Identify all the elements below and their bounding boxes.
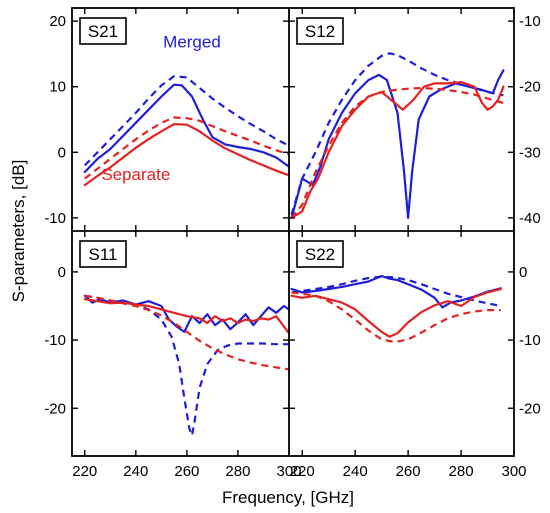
y-tick-label-left: 0 [58, 144, 66, 161]
y-tick-label-left: -10 [44, 210, 66, 227]
panel-s12-label-box [296, 17, 344, 45]
panel-s21-series-merged-dashed-line [84, 75, 289, 167]
panel-s22-label: S22 [305, 245, 335, 264]
y-tick-label-left: -10 [44, 332, 66, 349]
panel-s12-series-separate-solid-line [290, 81, 505, 219]
panel-s22-label-box [296, 240, 344, 268]
y-tick-label-right: -10 [519, 332, 541, 349]
panel-s22-series-separate-dashed-line [291, 291, 501, 344]
y-tick-label-right: -20 [519, 79, 541, 96]
x-axis-title: Frequency, [GHz] [222, 488, 354, 507]
panel-s21-label-box [79, 17, 127, 45]
x-tick-label: 300 [276, 463, 301, 480]
panel-s11-label: S11 [89, 245, 118, 264]
y-tick-label-left: -20 [44, 400, 66, 417]
y-tick-label-left: 0 [58, 264, 66, 281]
panel-s21-series-merged-solid-line [83, 83, 289, 174]
series-layer [83, 52, 505, 437]
panel-s11-series-merged-solid-line [83, 294, 289, 333]
panel-s22-plot [290, 274, 502, 344]
panel-s11-series-separate-solid-line [83, 298, 289, 335]
y-tick-label-left: 10 [49, 79, 66, 96]
labels-layer: S21 Merged Separate S12 S11 S22 [79, 17, 344, 268]
panel-s22-series-merged-solid-line [290, 274, 502, 309]
panel-s11-label-box [79, 240, 127, 268]
y-tick-label-left: 20 [49, 13, 66, 30]
panel-s12-plot [290, 52, 505, 219]
panel-s21-label: S21 [88, 22, 118, 41]
x-tick-label: 240 [343, 463, 368, 480]
annotation-merged: Merged [163, 32, 221, 51]
y-tick-label-right: -20 [519, 400, 541, 417]
x-tick-label: 220 [290, 463, 315, 480]
y-axis-title: S-parameters, [dB] [9, 160, 28, 303]
panel-s21-plot [83, 75, 289, 187]
panel-s21-series-separate-dashed-line [84, 116, 289, 180]
ticks-layer: 20 10 0 -10 -10 -20 -30 -40 0 -10 -20 0 -10 -20 220 240… [44, 8, 541, 480]
x-tick-label: 220 [72, 463, 97, 480]
x-tick-label: 260 [396, 463, 421, 480]
panel-s12-series-merged-dashed-line [290, 52, 504, 215]
x-tick-label: 300 [501, 463, 526, 480]
panel-s22-series-separate-solid-line [290, 287, 502, 338]
panel-s11-plot [83, 294, 289, 437]
y-tick-label-right: -40 [519, 210, 541, 227]
y-tick-label-right: 0 [519, 264, 527, 281]
x-tick-label: 280 [225, 463, 250, 480]
x-tick-label: 280 [449, 463, 474, 480]
y-tick-label-right: -10 [519, 13, 541, 30]
y-tick-label-right: -30 [519, 144, 541, 161]
panel-s11-series-separate-dashed-line [84, 294, 289, 371]
panel-s21-series-separate-solid-line [83, 123, 289, 187]
panel-s12-series-separate-dashed-line [290, 86, 504, 219]
annotation-separate: Separate [101, 165, 170, 184]
x-tick-label: 240 [123, 463, 148, 480]
x-tick-label: 260 [174, 463, 199, 480]
panel-s12-label: S12 [305, 22, 335, 41]
